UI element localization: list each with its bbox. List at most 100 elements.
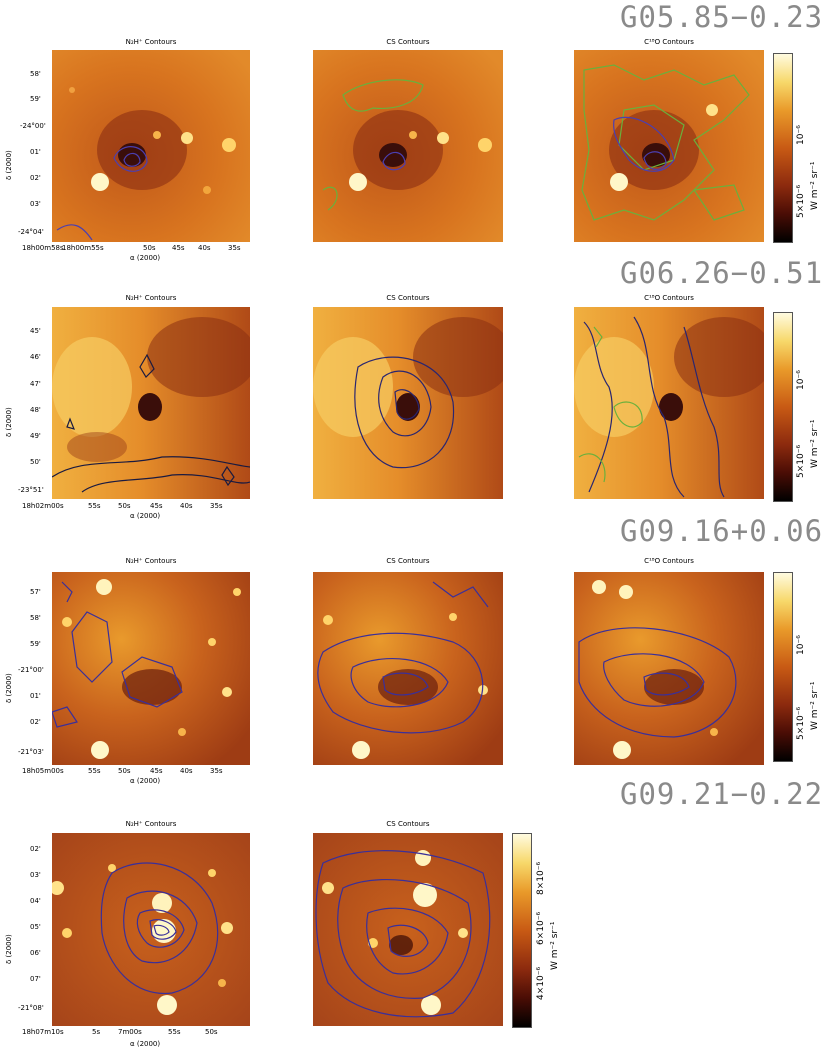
y-tick: -24°00' xyxy=(20,122,46,130)
y-tick: 46' xyxy=(30,353,41,361)
colorbar xyxy=(512,833,532,1028)
x-tick: 55s xyxy=(88,502,101,510)
x-tick: 7m00s xyxy=(118,1028,142,1036)
colorbar-unit-label: W m⁻² sr⁻¹ xyxy=(810,419,820,469)
y-tick: 48' xyxy=(30,406,41,414)
x-tick: 50s xyxy=(143,244,156,252)
x-tick: 18h02m00s xyxy=(22,502,64,510)
panel-title: N₂H⁺ Contours xyxy=(125,820,177,828)
y-tick: 05' xyxy=(30,923,41,931)
x-axis-label: α (2000) xyxy=(130,512,161,520)
panel-title: CS Contours xyxy=(386,294,430,302)
x-tick: 18h07m10s xyxy=(22,1028,64,1036)
y-tick: 49' xyxy=(30,432,41,440)
image-panel xyxy=(574,307,764,499)
x-tick: 18h05m00s xyxy=(22,767,64,775)
colorbar-tick-label: 10⁻⁶ xyxy=(796,370,806,390)
x-tick: 45s xyxy=(150,502,163,510)
panel-title: C¹⁸O Contours xyxy=(644,38,694,46)
image-panel xyxy=(574,50,764,242)
y-axis-label: δ (2000) xyxy=(5,407,13,437)
colorbar-tick-label: 10⁻⁶ xyxy=(796,125,806,145)
y-tick: -23°51' xyxy=(18,486,44,494)
panel-title: CS Contours xyxy=(386,557,430,565)
y-tick: 01' xyxy=(30,692,41,700)
colorbar-tick-label: 8×10⁻⁶ xyxy=(536,861,546,895)
x-axis-label: α (2000) xyxy=(130,254,161,262)
y-tick: 02' xyxy=(30,718,41,726)
colorbar-tick-label: 5×10⁻⁶ xyxy=(796,444,806,478)
x-axis-label: α (2000) xyxy=(130,1040,161,1048)
colorbar-unit-label: W m⁻² sr⁻¹ xyxy=(810,161,820,211)
x-tick: 5s xyxy=(92,1028,101,1036)
image-panel xyxy=(313,833,503,1026)
source-label: G05.85−0.23 xyxy=(620,0,824,34)
image-panel xyxy=(52,572,250,765)
colorbar-unit-label: W m⁻² sr⁻¹ xyxy=(810,681,820,731)
panel-title: N₂H⁺ Contours xyxy=(125,294,177,302)
y-axis-label: δ (2000) xyxy=(5,150,13,180)
panel-title: CS Contours xyxy=(386,38,430,46)
x-tick: 50s xyxy=(118,767,131,775)
colorbar xyxy=(773,53,793,243)
image-panel xyxy=(52,833,250,1026)
y-tick: 50' xyxy=(30,458,41,466)
y-tick: 06' xyxy=(30,949,41,957)
x-tick: 35s xyxy=(228,244,241,252)
x-tick: 50s xyxy=(118,502,131,510)
colorbar-tick-label: 10⁻⁶ xyxy=(796,635,806,655)
y-tick: 01' xyxy=(30,148,41,156)
x-tick: 50s xyxy=(205,1028,218,1036)
colorbar-tick-label: 6×10⁻⁶ xyxy=(536,911,546,945)
y-tick: 59' xyxy=(30,640,41,648)
colorbar-tick-label: 4×10⁻⁶ xyxy=(536,966,546,1000)
source-label: G09.16+0.06 xyxy=(620,514,824,548)
panel-title: C¹⁸O Contours xyxy=(644,557,694,565)
colorbar-tick-label: 5×10⁻⁶ xyxy=(796,184,806,218)
source-label: G09.21−0.22 xyxy=(620,777,824,811)
y-tick: 45' xyxy=(30,327,41,335)
y-tick: -21°03' xyxy=(18,748,44,756)
colorbar-tick-label: 5×10⁻⁶ xyxy=(796,706,806,740)
y-tick: 02' xyxy=(30,845,41,853)
x-tick: 40s xyxy=(198,244,211,252)
image-panel xyxy=(52,50,250,242)
y-tick: -21°00' xyxy=(18,666,44,674)
panel-title: N₂H⁺ Contours xyxy=(125,557,177,565)
x-tick: 18h00m55s xyxy=(62,244,104,252)
y-tick: 58' xyxy=(30,614,41,622)
x-tick: 55s xyxy=(88,767,101,775)
y-axis-label: δ (2000) xyxy=(5,934,13,964)
y-tick: 57' xyxy=(30,588,41,596)
y-tick: -21°08' xyxy=(18,1004,44,1012)
x-axis-label: α (2000) xyxy=(130,777,161,785)
y-tick: 03' xyxy=(30,200,41,208)
y-axis-label: δ (2000) xyxy=(5,673,13,703)
panel-title: CS Contours xyxy=(386,820,430,828)
x-tick: 40s xyxy=(180,502,193,510)
panel-title: C¹⁸O Contours xyxy=(644,294,694,302)
x-tick: 45s xyxy=(150,767,163,775)
x-tick: 40s xyxy=(180,767,193,775)
colorbar xyxy=(773,572,793,762)
x-tick: 55s xyxy=(168,1028,181,1036)
image-panel xyxy=(313,307,503,499)
y-tick: 59' xyxy=(30,95,41,103)
image-panel xyxy=(52,307,250,499)
colorbar-unit-label: W m⁻² sr⁻¹ xyxy=(550,921,560,971)
image-panel xyxy=(313,50,503,242)
y-tick: 47' xyxy=(30,380,41,388)
panel-title: N₂H⁺ Contours xyxy=(125,38,177,46)
y-tick: 03' xyxy=(30,871,41,879)
x-tick: 18h00m58s xyxy=(22,244,64,252)
y-tick: 02' xyxy=(30,174,41,182)
y-tick: 58' xyxy=(30,70,41,78)
image-panel xyxy=(313,572,503,765)
x-tick: 35s xyxy=(210,767,223,775)
source-label: G06.26−0.51 xyxy=(620,256,824,290)
y-tick: 07' xyxy=(30,975,41,983)
x-tick: 35s xyxy=(210,502,223,510)
y-tick: -24°04' xyxy=(18,228,44,236)
colorbar xyxy=(773,312,793,502)
y-tick: 04' xyxy=(30,897,41,905)
